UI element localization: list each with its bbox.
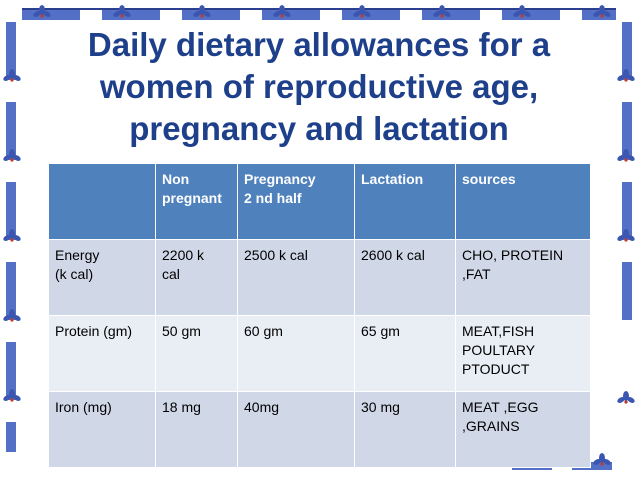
border-right xyxy=(622,22,632,322)
flower-ornament-icon xyxy=(512,4,534,20)
header-cell-non-pregnant: Non pregnant xyxy=(155,163,238,240)
table-cell: 2500 k cal xyxy=(237,239,355,316)
header-cell-pregnancy: Pregnancy 2 nd half xyxy=(237,163,355,240)
table-cell: 65 gm xyxy=(354,315,456,392)
border-top xyxy=(22,8,616,20)
table-cell: MEAT ,EGG ,GRAINS xyxy=(455,391,591,468)
flower-ornament-icon xyxy=(616,228,638,244)
table-cell: MEAT,FISH POULTARY PTODUCT xyxy=(455,315,591,392)
table-cell: 60 gm xyxy=(237,315,355,392)
table-row: Iron (mg) 18 mg 40mg 30 mg MEAT ,EGG ,GR… xyxy=(48,391,591,468)
flower-ornament-icon xyxy=(592,4,614,20)
table-header-row: Non pregnant Pregnancy 2 nd half Lactati… xyxy=(48,163,591,240)
flower-ornament-icon xyxy=(2,388,24,404)
flower-ornament-icon xyxy=(616,68,638,84)
flower-ornament-icon xyxy=(192,4,214,20)
table-row: Energy (k cal) 2200 k cal 2500 k cal 260… xyxy=(48,239,591,316)
flower-ornament-icon xyxy=(432,4,454,20)
slide-title: Daily dietary allowances for a women of … xyxy=(87,26,551,147)
flower-ornament-icon xyxy=(616,148,638,164)
flower-ornament-icon xyxy=(32,4,54,20)
table-cell: Protein (gm) xyxy=(48,315,156,392)
flower-ornament-icon xyxy=(352,4,374,20)
flower-ornament-icon xyxy=(2,228,24,244)
table-cell: Iron (mg) xyxy=(48,391,156,468)
table-cell: 18 mg xyxy=(155,391,238,468)
flower-ornament-icon xyxy=(592,452,614,468)
table-cell: 30 mg xyxy=(354,391,456,468)
header-cell-lactation: Lactation xyxy=(354,163,456,240)
flower-ornament-icon xyxy=(2,148,24,164)
flower-ornament-icon xyxy=(2,68,24,84)
table-cell: CHO, PROTEIN ,FAT xyxy=(455,239,591,316)
dietary-allowances-table: Non pregnant Pregnancy 2 nd half Lactati… xyxy=(48,163,591,468)
table-cell: Energy (k cal) xyxy=(48,239,156,316)
table-row: Protein (gm) 50 gm 60 gm 65 gm MEAT,FISH… xyxy=(48,315,591,392)
table-cell: 40mg xyxy=(237,391,355,468)
table-cell: 2600 k cal xyxy=(354,239,456,316)
table-cell: 50 gm xyxy=(155,315,238,392)
table-cell: 2200 k cal xyxy=(155,239,238,316)
header-cell-sources: sources xyxy=(455,163,591,240)
flower-ornament-icon xyxy=(272,4,294,20)
flower-ornament-icon xyxy=(112,4,134,20)
header-cell-empty xyxy=(48,163,156,240)
flower-ornament-icon xyxy=(616,390,638,406)
flower-ornament-icon xyxy=(2,308,24,324)
